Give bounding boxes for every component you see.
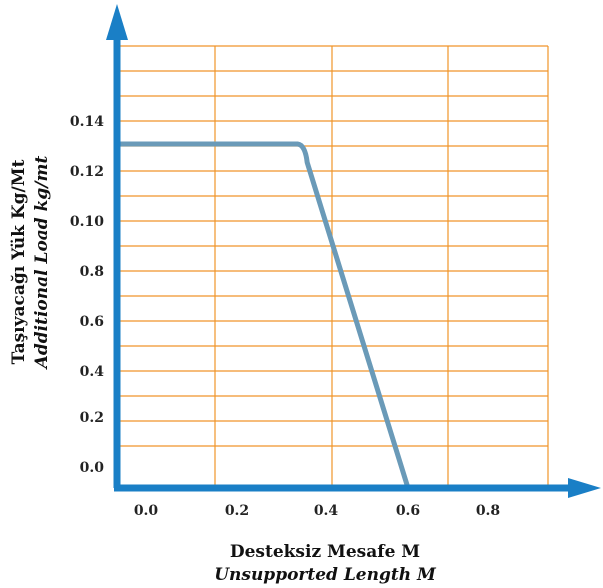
data-series-line — [117, 141, 411, 491]
grid — [116, 45, 549, 488]
y-tick-label: 0.12 — [70, 164, 104, 180]
x-tick-label: 0.0 — [134, 503, 159, 519]
y-tick-label: 0.4 — [80, 364, 105, 380]
x-axis-title: Desteksiz Mesafe M — [230, 542, 420, 562]
x-tick-labels: 0.0 0.2 0.4 0.6 0.8 — [134, 503, 500, 519]
x-axis-title-en: Unsupported Length M — [214, 565, 437, 585]
y-tick-label: 0.14 — [70, 114, 104, 130]
y-axis-title: Taşıyacağı Yük Kg/Mt — [9, 159, 29, 364]
axes — [106, 4, 601, 498]
y-tick-labels: 0.0 0.2 0.4 0.6 0.8 0.10 0.12 0.14 — [70, 114, 104, 476]
x-tick-label: 0.2 — [225, 503, 249, 519]
y-tick-label: 0.0 — [80, 460, 105, 476]
x-tick-label: 0.8 — [476, 503, 500, 519]
data-series-group — [117, 141, 411, 491]
x-axis-arrow — [568, 478, 601, 498]
x-tick-label: 0.6 — [396, 503, 420, 519]
y-axis-arrow — [106, 4, 128, 40]
x-tick-label: 0.4 — [314, 503, 339, 519]
y-tick-label: 0.2 — [80, 410, 104, 426]
y-tick-label: 0.6 — [80, 314, 104, 330]
y-axis-title-en: Additional Load kg/mt — [32, 156, 52, 371]
y-tick-label: 0.10 — [70, 214, 104, 230]
y-tick-label: 0.8 — [80, 264, 104, 280]
